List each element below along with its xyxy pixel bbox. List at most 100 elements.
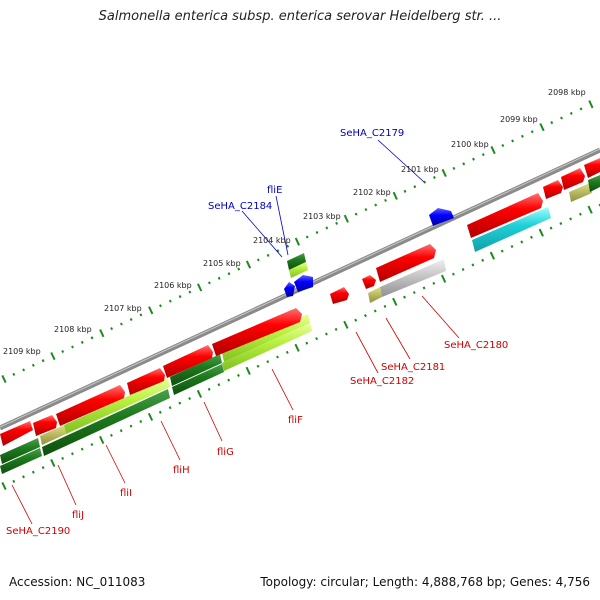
genome-summary: Topology: circular; Length: 4,888,768 bp… xyxy=(260,575,590,589)
cds-arrow[interactable] xyxy=(33,415,57,436)
cds-arrow[interactable] xyxy=(467,193,543,238)
cog-bar[interactable] xyxy=(222,323,312,371)
cds-arrow[interactable] xyxy=(543,180,563,199)
tick-label: 2108 kbp xyxy=(54,325,92,334)
label-leader xyxy=(355,331,379,374)
cds-arrow[interactable] xyxy=(127,368,165,395)
gene-label-flih[interactable]: fliH xyxy=(173,465,190,476)
minor-tick xyxy=(129,424,133,428)
minor-tick xyxy=(461,267,465,272)
rna-feature[interactable] xyxy=(472,207,551,252)
minor-tick xyxy=(80,447,84,451)
tick-label: 2101 kbp xyxy=(401,165,439,174)
cds-arrow[interactable] xyxy=(56,385,125,426)
cog-bar[interactable] xyxy=(569,183,592,202)
cds-arrow-reverse[interactable] xyxy=(294,275,313,292)
forward-labels: SeHA_C2180 SeHA_C2181 SeHA_C2182 fliF fl… xyxy=(6,295,508,537)
cog-bar[interactable] xyxy=(40,425,66,445)
cog-bar[interactable] xyxy=(380,259,446,297)
minor-tick xyxy=(364,208,368,212)
minor-tick xyxy=(520,134,524,138)
major-tick xyxy=(489,251,496,260)
minor-tick xyxy=(422,286,426,290)
cog-bar[interactable] xyxy=(170,354,222,386)
gene-label-sehac2181[interactable]: SeHA_C2181 xyxy=(381,362,445,373)
gene-label-flig[interactable]: fliG xyxy=(217,447,234,458)
minor-tick xyxy=(266,253,270,257)
cds-arrow[interactable] xyxy=(584,158,600,178)
cog-bar[interactable] xyxy=(368,287,382,303)
cds-arrow[interactable] xyxy=(0,421,33,446)
minor-tick xyxy=(384,198,387,202)
tick-label: 2098 kbp xyxy=(548,88,586,97)
minor-tick xyxy=(70,452,74,456)
label-leader xyxy=(271,368,294,411)
minor-tick xyxy=(159,304,162,308)
accession-text: Accession: NC_011083 xyxy=(9,575,146,589)
minor-tick xyxy=(217,383,221,387)
minor-tick xyxy=(119,429,123,433)
cog-bar[interactable] xyxy=(0,448,42,474)
cog-bar[interactable] xyxy=(64,378,170,434)
cds-arrow[interactable] xyxy=(362,275,376,289)
cog-bar[interactable] xyxy=(42,389,170,456)
major-tick xyxy=(538,228,544,237)
minor-tick xyxy=(374,203,378,207)
cog-bar[interactable] xyxy=(588,175,600,192)
major-tick xyxy=(50,352,56,361)
minor-tick xyxy=(266,360,270,364)
gene-label-sehac2180[interactable]: SeHA_C2180 xyxy=(444,340,508,351)
minor-tick xyxy=(90,443,94,447)
outer-tick-track xyxy=(1,100,594,384)
inner-tick-track xyxy=(1,203,600,491)
major-tick xyxy=(196,283,203,292)
minor-tick xyxy=(579,107,583,111)
minor-tick xyxy=(501,143,505,148)
label-leader xyxy=(160,420,181,461)
gene-label-flif[interactable]: fliF xyxy=(288,415,303,426)
cog-bar[interactable] xyxy=(287,253,306,270)
cog-bar[interactable] xyxy=(0,438,40,464)
gene-label-sehac2182[interactable]: SeHA_C2182 xyxy=(350,376,414,387)
minor-tick xyxy=(373,309,377,313)
minor-tick xyxy=(22,475,25,479)
cds-arrow[interactable] xyxy=(561,168,585,190)
tick-label: 2109 kbp xyxy=(3,347,41,356)
major-tick xyxy=(343,320,349,329)
minor-tick xyxy=(471,263,475,267)
minor-tick xyxy=(462,162,466,166)
gene-label-sehac2190[interactable]: SeHA_C2190 xyxy=(6,526,70,537)
gene-label-flij[interactable]: fliJ xyxy=(72,510,84,521)
minor-tick xyxy=(110,433,113,437)
gene-label-sehac2184[interactable]: SeHA_C2184 xyxy=(208,201,272,212)
minor-tick xyxy=(324,332,328,336)
major-tick xyxy=(392,297,398,306)
cog-bar[interactable] xyxy=(289,262,308,278)
minor-tick xyxy=(334,327,338,331)
gene-label-flie[interactable]: fliE xyxy=(267,185,282,196)
label-leader xyxy=(105,444,126,484)
cds-arrow[interactable] xyxy=(330,287,349,304)
minor-tick xyxy=(178,295,182,299)
reverse-cds-track xyxy=(284,208,454,297)
minor-tick xyxy=(432,175,436,180)
cds-arrow[interactable] xyxy=(163,345,213,378)
minor-tick xyxy=(511,139,515,143)
major-tick xyxy=(99,329,105,338)
minor-tick xyxy=(217,276,221,280)
minor-tick xyxy=(335,221,339,225)
cds-arrow-reverse[interactable] xyxy=(284,282,295,297)
gene-label-flii[interactable]: fliI xyxy=(120,488,132,499)
minor-tick xyxy=(12,479,16,483)
minor-tick xyxy=(472,157,475,161)
cog-bar[interactable] xyxy=(172,364,224,395)
cds-arrow[interactable] xyxy=(376,244,436,282)
minor-tick xyxy=(451,272,455,276)
cds-arrow[interactable] xyxy=(212,308,302,356)
minor-tick xyxy=(549,226,553,230)
minor-tick xyxy=(237,267,241,271)
gene-label-sehac2179[interactable]: SeHA_C2179 xyxy=(340,128,404,139)
minor-tick xyxy=(569,111,573,115)
cds-arrow-reverse[interactable] xyxy=(429,208,454,226)
